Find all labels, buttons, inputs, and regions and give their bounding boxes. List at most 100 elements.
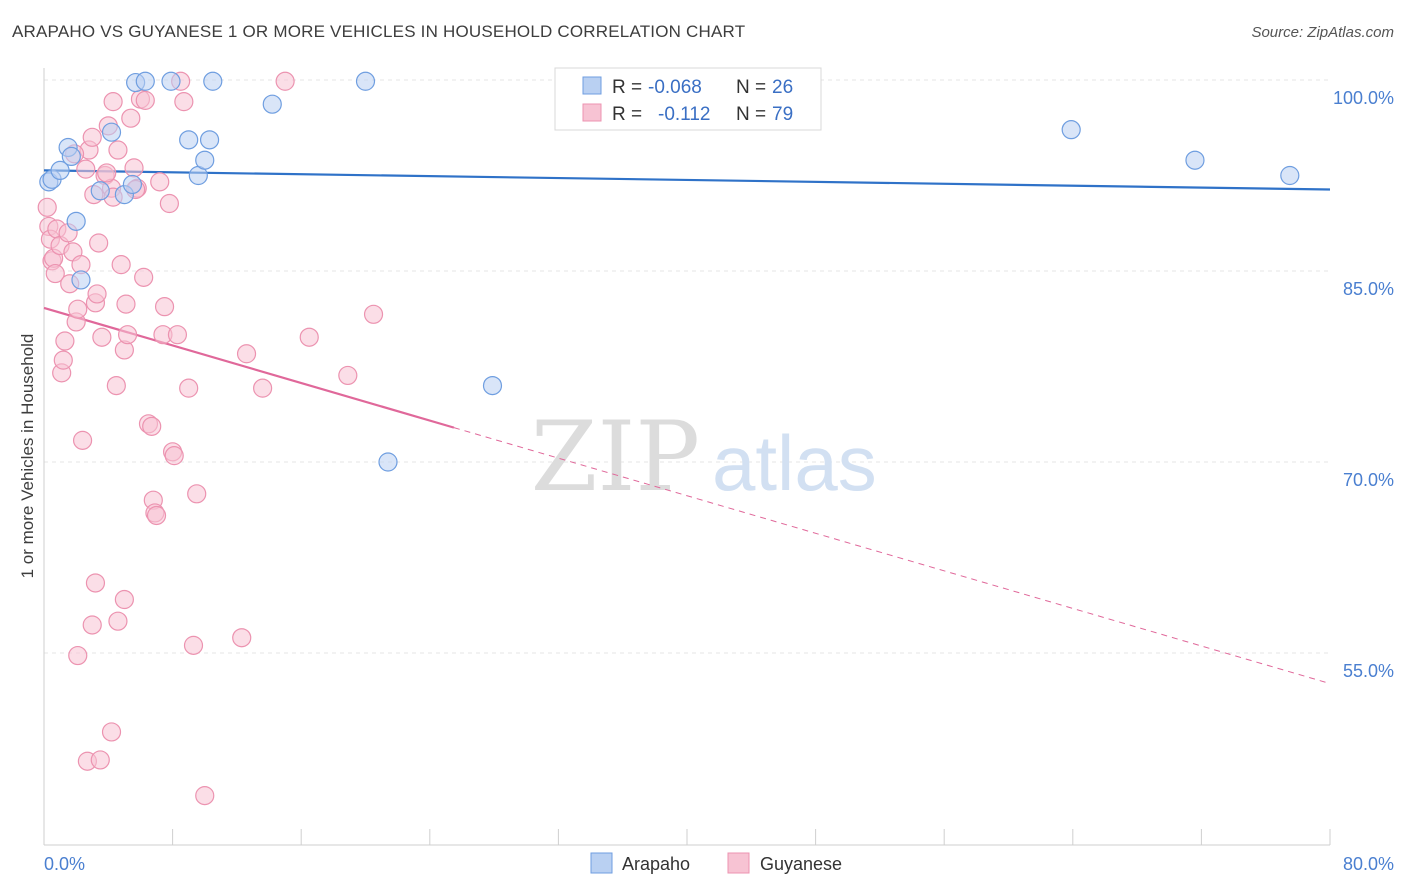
- point-arapaho-10: [122, 174, 143, 195]
- point-guyanese-24: [89, 233, 109, 253]
- point-guyanese-31: [108, 140, 128, 160]
- point-guyanese-66: [90, 750, 110, 770]
- point-guyanese-18: [76, 159, 96, 179]
- point-arapaho-5: [66, 211, 86, 231]
- point-guyanese-47: [150, 172, 170, 192]
- point-guyanese-73: [338, 365, 358, 386]
- legend-r-label-guyanese: R =: [612, 104, 642, 125]
- trend-line-guyanese: [43, 306, 455, 429]
- point-guyanese-57: [183, 635, 204, 655]
- y-tick-label-2: 70.0%: [1343, 470, 1394, 490]
- point-arapaho-4: [61, 146, 81, 166]
- legend-n-label-guyanese: N =: [736, 104, 766, 125]
- point-guyanese-41: [135, 90, 155, 110]
- point-guyanese-52: [164, 446, 184, 466]
- x-tick-label-min: 0.0%: [44, 854, 85, 874]
- y-tick-label-3: 55.0%: [1343, 661, 1394, 681]
- point-arapaho-18: [203, 71, 223, 91]
- point-guyanese-43: [142, 416, 162, 436]
- watermark: ZIP atlas: [531, 401, 877, 513]
- point-guyanese-10: [55, 331, 75, 351]
- point-guyanese-34: [116, 294, 136, 314]
- point-guyanese-49: [154, 297, 175, 317]
- point-guyanese-62: [108, 611, 128, 631]
- y-tick-label-1: 85.0%: [1343, 279, 1394, 299]
- point-arapaho-12: [135, 71, 155, 91]
- point-arapaho-17: [199, 130, 220, 150]
- point-guyanese-60: [85, 573, 106, 593]
- point-guyanese-71: [275, 71, 295, 91]
- trend-lines: [43, 169, 1331, 685]
- legend-r-label-arapaho: R =: [612, 77, 642, 98]
- point-guyanese-75: [103, 92, 123, 112]
- point-arapaho-13: [161, 71, 181, 91]
- point-guyanese-20: [82, 127, 102, 147]
- point-arapaho-7: [90, 181, 110, 201]
- point-guyanese-5: [45, 263, 65, 284]
- point-guyanese-72: [299, 327, 319, 347]
- point-guyanese-0: [37, 197, 57, 217]
- point-arapaho-6: [71, 270, 91, 290]
- point-guyanese-69: [232, 628, 252, 648]
- legend-n-value-guyanese: 79: [772, 104, 793, 125]
- trend-line-arapaho: [43, 169, 1331, 191]
- point-guyanese-55: [174, 92, 194, 112]
- point-guyanese-74: [363, 304, 384, 324]
- point-guyanese-25: [92, 327, 112, 347]
- legend-swatch-arapaho: [582, 76, 602, 95]
- point-arapaho-20: [355, 71, 376, 91]
- x-tick-label-max: 80.0%: [1343, 854, 1394, 874]
- data-points: [37, 71, 1300, 806]
- point-guyanese-64: [68, 645, 88, 666]
- bottom-legend-swatch-guyanese: [727, 852, 750, 874]
- point-guyanese-35: [117, 325, 138, 345]
- legend-r-value-arapaho: -0.068: [648, 77, 702, 98]
- legend-n-label-arapaho: N =: [736, 77, 766, 98]
- point-guyanese-36: [121, 108, 141, 128]
- point-guyanese-67: [101, 722, 122, 742]
- watermark-atlas: atlas: [712, 419, 877, 507]
- bottom-legend-label-arapaho: Arapaho: [622, 854, 690, 874]
- point-guyanese-40: [134, 267, 154, 287]
- point-guyanese-61: [82, 615, 102, 635]
- series-legend: Arapaho Guyanese: [590, 852, 842, 874]
- point-guyanese-53: [167, 325, 188, 345]
- bottom-legend-label-guyanese: Guyanese: [760, 854, 842, 874]
- point-arapaho-14: [179, 130, 199, 150]
- y-tick-labels: 100.0% 85.0% 70.0% 55.0%: [1333, 88, 1394, 681]
- point-arapaho-21: [378, 452, 398, 472]
- point-arapaho-22: [482, 376, 503, 396]
- point-guyanese-59: [195, 786, 215, 806]
- point-guyanese-46: [146, 505, 167, 526]
- point-arapaho-8: [101, 122, 122, 142]
- point-arapaho-16: [195, 150, 215, 170]
- point-arapaho-23: [1061, 120, 1081, 140]
- axes: [43, 68, 1331, 846]
- correlation-legend: R = -0.068 N = 26 R = -0.112 N = 79: [554, 67, 822, 131]
- point-guyanese-77: [97, 163, 117, 183]
- watermark-zip: ZIP: [531, 401, 700, 513]
- point-arapaho-2: [50, 160, 70, 181]
- point-guyanese-30: [106, 376, 126, 396]
- point-arapaho-19: [262, 94, 282, 114]
- point-arapaho-25: [1280, 165, 1300, 186]
- point-arapaho-24: [1185, 150, 1205, 170]
- point-guyanese-50: [159, 193, 179, 214]
- legend-swatch-guyanese: [582, 103, 602, 122]
- y-tick-label-0: 100.0%: [1333, 88, 1394, 108]
- trend-line-guyanese-extrapolated: [453, 427, 1331, 685]
- legend-r-value-guyanese: -0.112: [658, 104, 710, 125]
- bottom-legend-swatch-arapaho: [590, 852, 613, 874]
- legend-n-value-arapaho: 26: [772, 77, 793, 98]
- point-guyanese-37: [124, 158, 144, 178]
- point-guyanese-58: [187, 484, 207, 504]
- y-axis-label: 1 or more Vehicles in Household: [18, 334, 37, 579]
- point-guyanese-23: [87, 284, 107, 304]
- point-guyanese-15: [68, 299, 88, 319]
- point-guyanese-9: [53, 350, 73, 370]
- point-guyanese-17: [72, 430, 93, 450]
- point-guyanese-63: [114, 589, 134, 610]
- grid-lines: [44, 79, 1330, 654]
- point-guyanese-68: [236, 344, 257, 364]
